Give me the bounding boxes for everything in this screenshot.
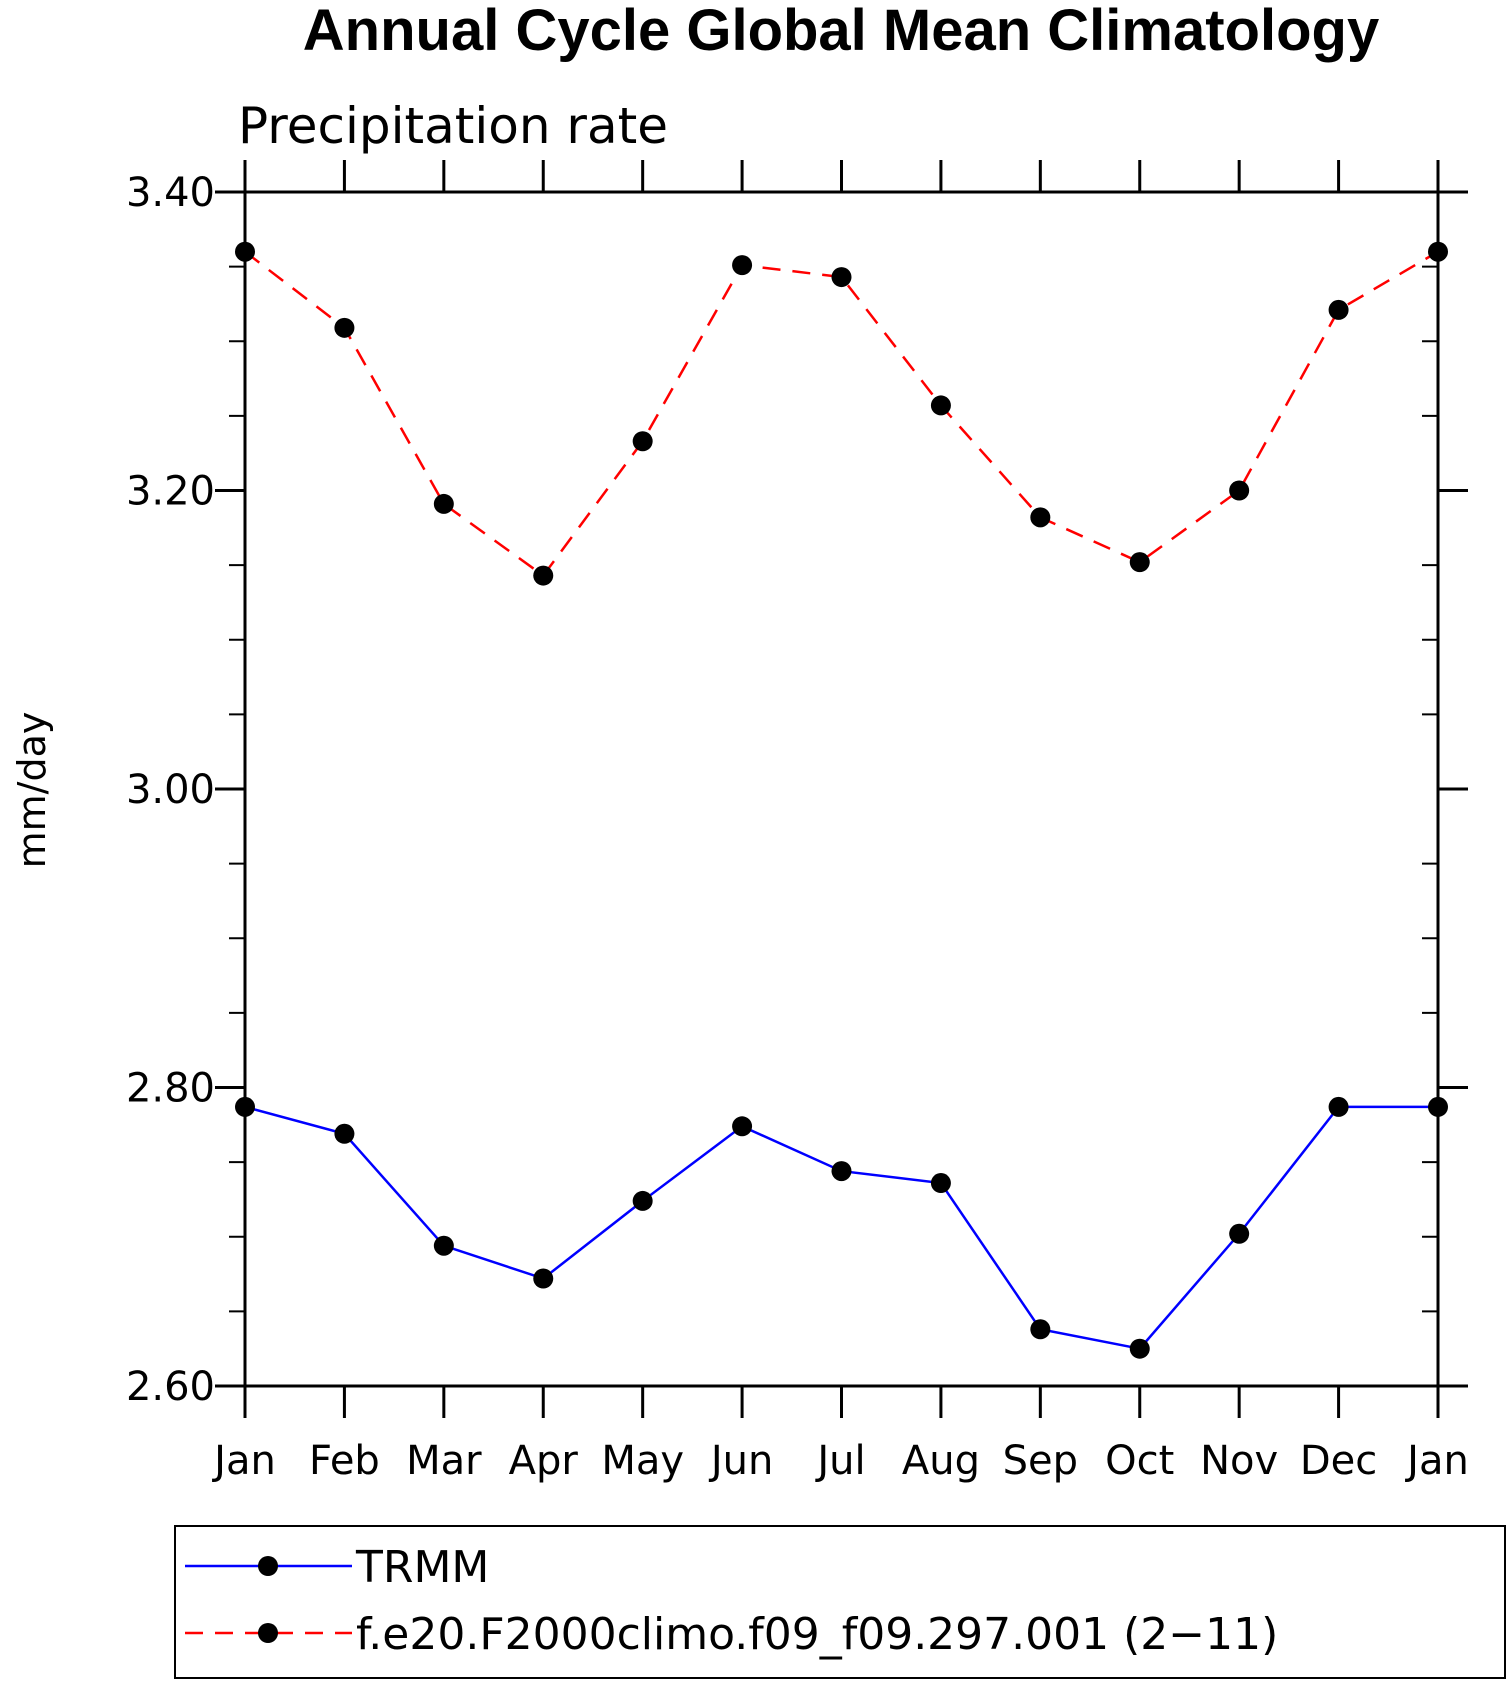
- data-point: [732, 1116, 753, 1137]
- x-tick-label: Oct: [1105, 1438, 1174, 1484]
- data-point: [334, 1123, 355, 1144]
- data-point: [1328, 299, 1349, 320]
- y-tick-label: 3.20: [126, 469, 215, 515]
- data-point: [235, 1096, 255, 1117]
- data-point: [433, 493, 454, 514]
- x-tick-label: May: [601, 1438, 684, 1484]
- x-tick-label: Jun: [708, 1438, 774, 1484]
- x-axis-tick-labels: Jan Feb Mar Apr May Jun Jul Aug Sep Oct Nov Dec Jan: [211, 1438, 1469, 1484]
- x-tick-label: Nov: [1200, 1438, 1278, 1484]
- x-tick-label: Jan: [211, 1438, 276, 1484]
- series-layer: [235, 241, 1448, 1359]
- data-point: [1129, 1338, 1150, 1359]
- data-point: [1328, 1096, 1349, 1117]
- legend-marker: [258, 1623, 278, 1643]
- x-tick-label: Jan: [1404, 1438, 1469, 1484]
- legend-label: f.e20.F2000climo.f09_f09.297.001 (2−11): [356, 1609, 1278, 1660]
- x-tick-label: Jul: [814, 1438, 865, 1484]
- y-tick-label: 2.60: [126, 1364, 215, 1410]
- data-point: [1129, 552, 1150, 573]
- y-tick-label: 2.80: [126, 1066, 215, 1112]
- legend-box: [174, 1525, 1506, 1679]
- data-point: [1428, 241, 1448, 262]
- x-tick-label: Apr: [509, 1438, 579, 1484]
- data-point: [632, 431, 653, 452]
- data-point: [235, 241, 255, 262]
- series-line: [244, 250, 1439, 578]
- y-axis-label: mm/day: [10, 712, 54, 869]
- data-point: [533, 1268, 554, 1289]
- data-point: [930, 395, 951, 416]
- x-tick-label: Dec: [1300, 1438, 1377, 1484]
- x-tick-label: Mar: [406, 1438, 482, 1484]
- data-point: [533, 565, 554, 586]
- y-tick-label: 3.40: [126, 170, 215, 216]
- data-point: [831, 1161, 852, 1182]
- legend: TRMM f.e20.F2000climo.f09_f09.297.001 (2−…: [174, 1525, 1506, 1679]
- data-point: [632, 1190, 653, 1211]
- chart-subtitle: Precipitation rate: [238, 97, 668, 155]
- legend-marker: [258, 1556, 278, 1576]
- data-point: [831, 267, 852, 288]
- data-point: [433, 1235, 454, 1256]
- data-point: [1229, 480, 1250, 501]
- data-point: [334, 317, 355, 338]
- axis-ticks: [215, 160, 1468, 1418]
- data-point: [1229, 1223, 1250, 1244]
- data-point: [930, 1173, 951, 1194]
- chart-title: Annual Cycle Global Mean Climatology: [303, 0, 1379, 63]
- series-line: [244, 1105, 1438, 1351]
- data-point: [732, 255, 753, 276]
- legend-label: TRMM: [355, 1542, 489, 1593]
- data-point: [1428, 1096, 1448, 1117]
- x-tick-label: Aug: [902, 1438, 980, 1484]
- y-tick-label: 3.00: [126, 767, 215, 813]
- x-tick-label: Feb: [309, 1438, 380, 1484]
- data-point: [1030, 1319, 1051, 1340]
- x-tick-label: Sep: [1003, 1438, 1078, 1484]
- y-axis-tick-labels: 2.60 2.80 3.00 3.20 3.40: [126, 170, 215, 1410]
- data-point: [1030, 507, 1051, 528]
